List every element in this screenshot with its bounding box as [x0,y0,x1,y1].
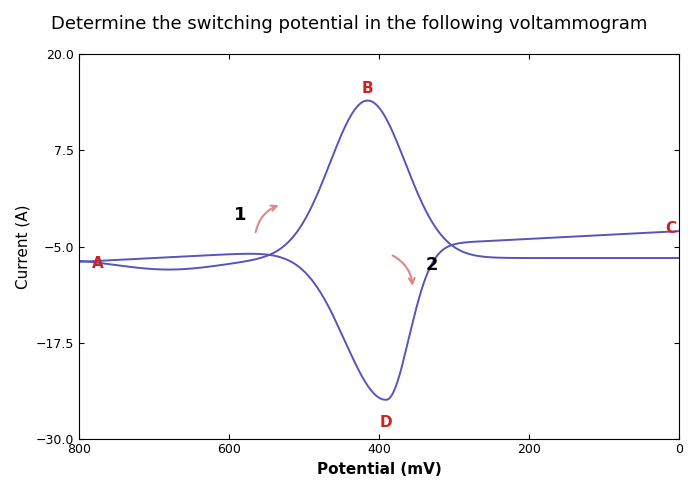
Text: C: C [665,221,676,236]
Text: Determine the switching potential in the following voltammogram: Determine the switching potential in the… [51,15,647,33]
Text: D: D [380,415,393,430]
Text: 1: 1 [234,206,246,224]
Text: B: B [362,81,373,96]
Text: 2: 2 [425,255,438,274]
X-axis label: Potential (mV): Potential (mV) [316,462,441,477]
Y-axis label: Current (A): Current (A) [15,204,30,289]
Text: A: A [91,256,103,271]
